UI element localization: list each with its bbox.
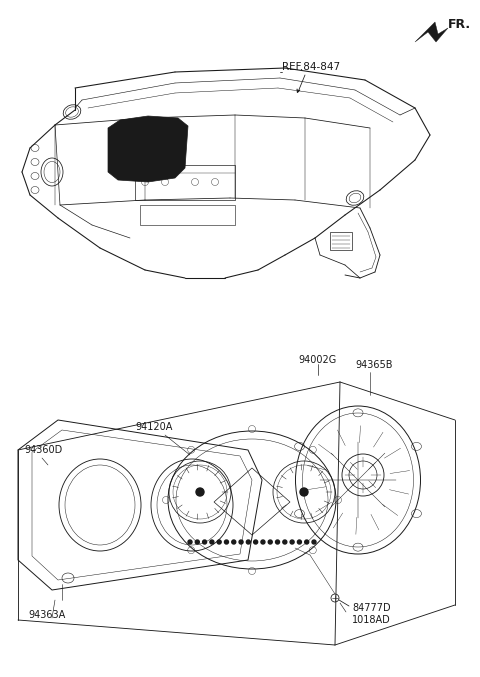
Ellipse shape xyxy=(283,540,287,544)
Text: 94120A: 94120A xyxy=(135,422,172,432)
Text: 94360D: 94360D xyxy=(24,445,62,455)
Ellipse shape xyxy=(203,540,206,544)
Ellipse shape xyxy=(298,540,301,544)
Ellipse shape xyxy=(268,540,272,544)
Ellipse shape xyxy=(300,488,308,496)
Ellipse shape xyxy=(196,488,204,496)
Ellipse shape xyxy=(246,540,251,544)
Ellipse shape xyxy=(232,540,236,544)
Ellipse shape xyxy=(276,540,279,544)
Ellipse shape xyxy=(305,540,309,544)
Text: 84777D: 84777D xyxy=(352,603,391,613)
Text: 1018AD: 1018AD xyxy=(352,615,391,625)
Text: FR.: FR. xyxy=(448,18,471,31)
Ellipse shape xyxy=(225,540,228,544)
Text: 94363A: 94363A xyxy=(28,610,65,620)
Ellipse shape xyxy=(217,540,221,544)
Ellipse shape xyxy=(290,540,294,544)
Text: 94365B: 94365B xyxy=(355,360,393,370)
Ellipse shape xyxy=(261,540,265,544)
Ellipse shape xyxy=(253,540,258,544)
Ellipse shape xyxy=(188,540,192,544)
Ellipse shape xyxy=(195,540,199,544)
Text: 94002G: 94002G xyxy=(298,355,336,365)
Ellipse shape xyxy=(239,540,243,544)
Ellipse shape xyxy=(210,540,214,544)
Text: REF.84-847: REF.84-847 xyxy=(282,62,340,72)
Polygon shape xyxy=(108,116,188,182)
Polygon shape xyxy=(415,22,448,42)
Ellipse shape xyxy=(312,540,316,544)
